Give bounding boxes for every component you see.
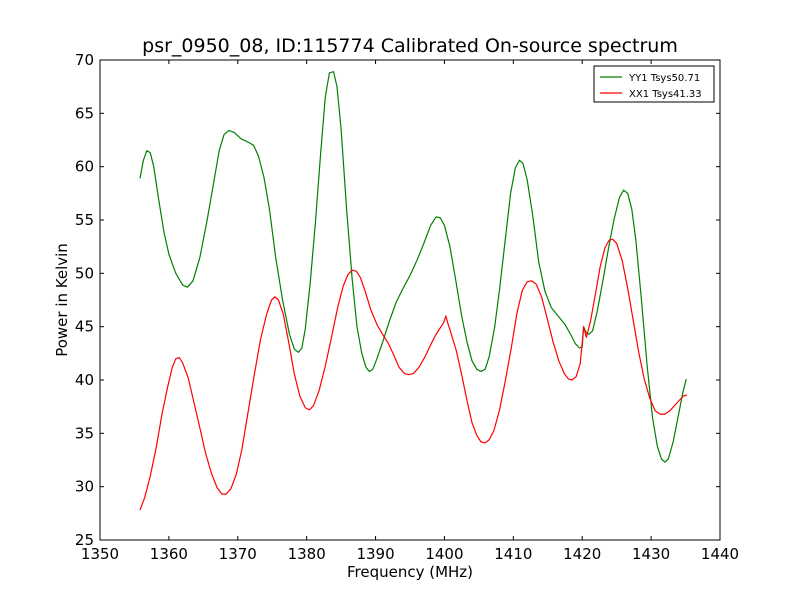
legend-box — [593, 65, 715, 103]
y-tick-label: 55 — [75, 211, 94, 229]
y-tick-label: 30 — [75, 478, 94, 496]
y-tick-label: 35 — [75, 424, 94, 442]
series-line-0 — [139, 71, 687, 463]
y-tick-label: 70 — [75, 51, 94, 69]
y-tick-label: 65 — [75, 104, 94, 122]
x-tick-label: 1360 — [150, 545, 188, 563]
series-line-1 — [139, 238, 688, 511]
y-tick-label: 45 — [75, 318, 94, 336]
y-tick-label: 50 — [75, 264, 94, 282]
x-tick-label: 1370 — [219, 545, 257, 563]
y-axis-label: Power in Kelvin — [53, 243, 71, 357]
y-tick-label: 60 — [75, 158, 94, 176]
x-tick-label: 1420 — [563, 545, 601, 563]
plot-area: 1350 1360 1370 1380 1390 1400 1410 1420 1430 1440… — [75, 51, 739, 563]
x-tick-label: 1400 — [425, 545, 463, 563]
x-tick-label: 1430 — [632, 545, 670, 563]
chart-title: psr_0950_08, ID:115774 Calibrated On-sou… — [142, 35, 678, 57]
plot-frame — [99, 59, 721, 541]
x-tick-label: 1380 — [288, 545, 326, 563]
x-axis-label: Frequency (MHz) — [347, 563, 473, 581]
legend-label-0: YY1 Tsys50.71 — [628, 73, 700, 84]
y-tick-label: 25 — [75, 531, 94, 549]
x-tick-label: 1440 — [701, 545, 739, 563]
legend-label-1: XX1 Tsys41.33 — [629, 89, 702, 100]
y-tick-label: 40 — [75, 371, 94, 389]
x-tick-label: 1350 — [81, 545, 119, 563]
x-tick-label: 1390 — [356, 545, 394, 563]
x-tick-label: 1410 — [494, 545, 532, 563]
